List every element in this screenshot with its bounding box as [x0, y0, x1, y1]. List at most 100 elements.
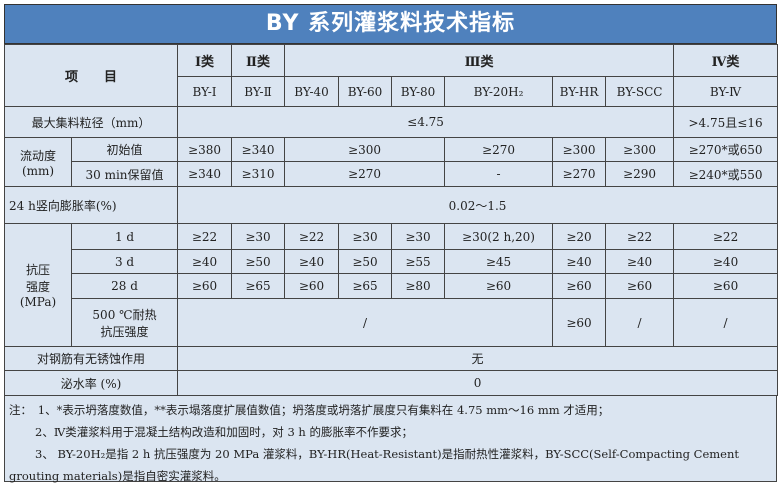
cell: ≥270	[284, 161, 446, 187]
label-initial: 初始值	[70, 137, 179, 162]
header-class-3: Ⅲ类	[284, 44, 675, 77]
row-fluidity-retained: 30 min保留值 ≥340 ≥310 ≥270 - ≥270 ≥290 ≥24…	[5, 161, 779, 187]
cell: ≥65	[338, 273, 393, 299]
label-3d: 3 d	[70, 249, 179, 274]
cell: /	[673, 298, 779, 347]
label-retained: 30 min保留值	[70, 161, 179, 187]
product-by-40: BY-40	[284, 76, 340, 107]
cell: ≥290	[605, 161, 675, 187]
cell: ≥22	[177, 223, 233, 250]
label-fluidity: 流动度 (mm)	[4, 137, 72, 187]
heat-label-2: 抗压强度	[100, 324, 149, 339]
cell: ≥30(2 h,20)	[444, 223, 554, 250]
cell: ≥300	[284, 137, 446, 162]
value-max-aggregate-1: ≤4.75	[177, 106, 675, 138]
cell: ≥45	[444, 249, 554, 274]
cell: ≥65	[231, 273, 286, 299]
cell: ≥22	[284, 223, 340, 250]
label-strength: 抗压强度 (MPa)	[4, 223, 72, 347]
label-heat: 500 ℃耐热 抗压强度	[70, 298, 179, 347]
header-class-1: Ⅰ类	[177, 44, 233, 77]
row-bleeding: 泌水率 (%) 0	[3, 370, 779, 396]
label-28d: 28 d	[70, 273, 179, 299]
cell: /	[605, 298, 675, 347]
note-3: 3、 BY-20H₂是指 2 h 抗压强度为 20 MPa 灌浆料，BY-HR(…	[35, 447, 739, 461]
header-class-2: Ⅱ类	[231, 44, 286, 77]
cell: ≥380	[177, 137, 233, 162]
cell: ≥40	[284, 249, 340, 274]
cell: ≥60	[552, 273, 607, 299]
product-by-scc: BY-SCC	[605, 76, 675, 107]
cell: ≥40	[552, 249, 607, 274]
cell: ≥60	[605, 273, 675, 299]
cell: ≥310	[231, 161, 286, 187]
value-bleeding: 0	[177, 370, 779, 396]
product-by-60: BY-60	[338, 76, 393, 107]
cell: ≥55	[391, 249, 446, 274]
header-class-4: Ⅳ类	[673, 44, 779, 77]
fluidity-label: 流动度	[19, 148, 56, 163]
page-title: BY 系列灌浆料技术指标	[4, 4, 777, 44]
cell: ≥240*或550	[673, 161, 779, 187]
cell: ≥40	[673, 249, 779, 274]
notes: 注： 1、*表示坍落度数值，**表示塌落度扩展值数值；坍落度或坍落扩展度只有集料…	[4, 396, 777, 483]
product-by-2: BY-Ⅱ	[231, 76, 286, 107]
fluidity-unit: (mm)	[21, 163, 55, 178]
cell: ≥20	[552, 223, 607, 250]
cell: ≥270	[444, 137, 554, 162]
cell: ≥50	[231, 249, 286, 274]
row-max-aggregate: 最大集料粒径（mm） ≤4.75 >4.75且≤16	[3, 106, 779, 138]
cell: ≥22	[605, 223, 675, 250]
label-1d: 1 d	[70, 223, 179, 250]
cell: ≥30	[391, 223, 446, 250]
row-fluidity-initial: 流动度 (mm) 初始值 ≥380 ≥340 ≥300 ≥270 ≥300 ≥30…	[4, 137, 779, 187]
product-by-1: BY-Ⅰ	[177, 76, 233, 107]
label-expansion: 24 h竖向膨胀率(%)	[3, 186, 179, 224]
note-2: 2、Ⅳ类灌浆料用于混凝土结构改造和加固时，对 3 h 的膨胀率不作要求；	[35, 425, 413, 439]
cell: ≥270	[552, 161, 607, 187]
header-item: 项 目	[3, 44, 179, 107]
row-corrosion: 对钢筋有无锈蚀作用 无	[3, 346, 779, 371]
value-max-aggregate-2: >4.75且≤16	[673, 106, 779, 138]
value-expansion: 0.02～1.5	[177, 186, 779, 224]
row-strength-3d: 3 d ≥40 ≥50 ≥40 ≥50 ≥55 ≥45 ≥40 ≥40 ≥40	[5, 249, 779, 274]
header-row-products: BY-Ⅰ BY-Ⅱ BY-40 BY-60 BY-80 BY-20H₂ BY-H…	[5, 76, 779, 107]
cell: ≥60	[673, 273, 779, 299]
row-strength-28d: 28 d ≥60 ≥65 ≥60 ≥65 ≥80 ≥60 ≥60 ≥60 ≥60	[5, 273, 779, 299]
cell: ≥300	[605, 137, 675, 162]
cell: ≥60	[552, 298, 607, 347]
cell: ≥340	[231, 137, 286, 162]
cell: -	[444, 161, 554, 187]
cell: /	[177, 298, 554, 347]
product-by-4: BY-Ⅳ	[673, 76, 779, 107]
product-by-20h2: BY-20H₂	[444, 76, 554, 107]
cell: ≥300	[552, 137, 607, 162]
cell: ≥30	[231, 223, 286, 250]
row-expansion: 24 h竖向膨胀率(%) 0.02～1.5	[3, 186, 779, 224]
cell: ≥22	[673, 223, 779, 250]
product-by-hr: BY-HR	[552, 76, 607, 107]
note-3-cont: grouting materials)是指自密实灌浆料。	[9, 469, 226, 483]
cell: ≥60	[284, 273, 340, 299]
cell: ≥30	[338, 223, 393, 250]
row-strength-heat: 500 ℃耐热 抗压强度 / ≥60 / /	[5, 298, 779, 347]
label-max-aggregate: 最大集料粒径（mm）	[3, 106, 179, 138]
cell: ≥50	[338, 249, 393, 274]
cell: ≥40	[177, 249, 233, 274]
strength-unit: (MPa)	[19, 295, 57, 309]
label-corrosion: 对钢筋有无锈蚀作用	[3, 346, 179, 371]
header-row-classes: 项 目 Ⅰ类 Ⅱ类 Ⅲ类 Ⅳ类	[3, 44, 779, 107]
note-1: 注： 1、*表示坍落度数值，**表示塌落度扩展值数值；坍落度或坍落扩展度只有集料…	[9, 403, 610, 417]
heat-label-1: 500 ℃耐热	[92, 307, 157, 322]
value-corrosion: 无	[177, 346, 779, 371]
cell: ≥80	[391, 273, 446, 299]
spec-table: 项 目 Ⅰ类 Ⅱ类 Ⅲ类 Ⅳ类 BY-Ⅰ BY-Ⅱ BY-40 BY-60 BY…	[3, 44, 779, 396]
spec-document: BY 系列灌浆料技术指标 项 目 Ⅰ类 Ⅱ类 Ⅲ类 Ⅳ类 BY-Ⅰ BY-Ⅱ B…	[3, 4, 779, 483]
row-strength-1d: 抗压 强度 (MPa) 1 d ≥22 ≥30 ≥22 ≥30 ≥30 ≥30(2 …	[4, 223, 779, 347]
cell: ≥40	[605, 249, 675, 274]
cell: ≥270*或650	[673, 137, 779, 162]
product-by-80: BY-80	[391, 76, 446, 107]
strength-label-2: 强度	[25, 280, 50, 294]
cell: ≥60	[177, 273, 233, 299]
strength-label-1: 抗压	[25, 263, 50, 277]
